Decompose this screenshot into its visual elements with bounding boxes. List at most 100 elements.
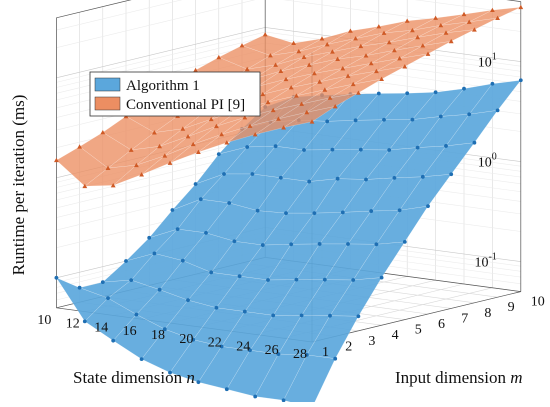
data-point-algorithm-1 <box>333 356 338 361</box>
data-point-algorithm-1 <box>219 344 224 349</box>
data-point-algorithm-1 <box>335 176 340 181</box>
data-point-algorithm-1 <box>242 309 247 314</box>
data-point-conventional-pi <box>353 36 358 41</box>
data-point-algorithm-1 <box>273 144 278 149</box>
data-point-algorithm-1 <box>369 209 374 213</box>
data-point-algorithm-1 <box>281 398 286 403</box>
data-point-algorithm-1 <box>340 210 345 215</box>
y-tick-label: 4 <box>392 328 399 343</box>
data-point-algorithm-1 <box>387 148 392 152</box>
data-point-algorithm-1 <box>198 197 203 202</box>
data-point-algorithm-1 <box>139 357 144 361</box>
y-tick-label: 3 <box>368 334 375 349</box>
data-point-algorithm-1 <box>232 239 237 244</box>
data-point-conventional-pi <box>433 15 438 20</box>
data-point-algorithm-1 <box>328 313 332 318</box>
data-point-algorithm-1 <box>467 112 472 117</box>
data-point-algorithm-1 <box>490 81 495 86</box>
x-axis-label-text: State dimension <box>73 368 186 387</box>
box-edge <box>56 0 132 19</box>
data-point-conventional-pi <box>216 54 222 60</box>
data-point-conventional-pi <box>100 129 106 135</box>
data-point-algorithm-1 <box>304 352 309 357</box>
data-point-algorithm-1 <box>152 251 157 256</box>
data-point-conventional-pi <box>374 68 379 74</box>
data-point-conventional-pi <box>381 30 387 35</box>
data-point-conventional-pi <box>301 54 307 59</box>
data-point-conventional-pi <box>368 60 374 66</box>
data-point-algorithm-1 <box>302 148 306 152</box>
data-point-algorithm-1 <box>134 312 139 317</box>
x-tick-label: 26 <box>265 343 279 358</box>
data-point-conventional-pi <box>438 22 444 28</box>
data-point-conventional-pi <box>443 30 449 35</box>
x-tick-label: 10 <box>37 313 51 328</box>
data-point-algorithm-1 <box>330 147 335 152</box>
data-point-algorithm-1 <box>222 172 226 176</box>
data-point-algorithm-1 <box>124 259 128 263</box>
y-tick-label: 1 <box>322 345 329 360</box>
y-tick-label: 5 <box>415 323 422 338</box>
data-point-algorithm-1 <box>382 117 386 122</box>
data-point-conventional-pi <box>270 107 276 113</box>
data-point-algorithm-1 <box>379 275 384 280</box>
data-point-conventional-pi <box>180 126 186 131</box>
data-point-conventional-pi <box>415 34 420 40</box>
data-point-algorithm-1 <box>209 270 214 275</box>
data-point-conventional-pi <box>54 157 59 163</box>
data-point-algorithm-1 <box>433 90 438 95</box>
z-tick-base: 10 <box>474 256 488 271</box>
data-point-algorithm-1 <box>518 78 523 83</box>
data-point-algorithm-1 <box>260 243 265 247</box>
tick-layer: 10 12 14 16 18 20 22 24 26 28 1 2 3 4 5 6 7 8 9 1010-110010… <box>37 52 544 362</box>
data-point-algorithm-1 <box>157 287 162 292</box>
data-point-algorithm-1 <box>237 274 242 279</box>
data-point-algorithm-1 <box>405 91 410 96</box>
z-grid-line <box>56 0 521 31</box>
legend-label-conventional-pi: Conventional PI [9] <box>126 97 245 113</box>
data-point-conventional-pi <box>332 104 338 109</box>
data-point-algorithm-1 <box>351 278 356 282</box>
data-point-conventional-pi <box>244 66 250 72</box>
data-point-algorithm-1 <box>193 182 198 186</box>
data-point-conventional-pi <box>193 67 198 73</box>
data-point-conventional-pi <box>312 70 317 76</box>
data-point-conventional-pi <box>224 140 230 145</box>
surface-layer <box>54 4 524 407</box>
data-point-algorithm-1 <box>294 277 299 282</box>
data-point-algorithm-1 <box>426 204 430 209</box>
legend-label-algorithm-1: Algorithm 1 <box>126 78 200 94</box>
data-point-conventional-pi <box>322 87 328 92</box>
y-tick-label: 7 <box>461 311 468 326</box>
data-point-conventional-pi <box>345 73 351 78</box>
data-point-conventional-pi <box>404 18 410 23</box>
x-tick-label: 20 <box>179 332 193 347</box>
data-point-algorithm-1 <box>82 319 87 324</box>
data-point-conventional-pi <box>262 32 268 37</box>
x-tick-label: 24 <box>236 339 250 354</box>
data-point-algorithm-1 <box>129 278 134 282</box>
x-axis-label: State dimension n <box>73 368 195 387</box>
data-point-algorithm-1 <box>420 174 425 179</box>
data-point-conventional-pi <box>299 101 304 106</box>
data-point-algorithm-1 <box>54 275 59 280</box>
data-point-conventional-pi <box>190 141 196 147</box>
data-point-conventional-pi <box>208 116 214 122</box>
data-point-conventional-pi <box>461 11 467 17</box>
data-point-conventional-pi <box>490 7 495 13</box>
data-point-conventional-pi <box>466 19 472 24</box>
y-tick-label: 6 <box>438 317 445 332</box>
data-point-algorithm-1 <box>278 175 283 180</box>
data-point-conventional-pi <box>386 39 392 45</box>
data-point-algorithm-1 <box>358 147 363 152</box>
data-point-conventional-pi <box>185 134 191 139</box>
data-point-conventional-pi <box>242 115 248 120</box>
data-point-conventional-pi <box>319 36 325 41</box>
data-point-conventional-pi <box>324 42 330 47</box>
data-point-algorithm-1 <box>253 394 258 399</box>
data-point-conventional-pi <box>317 79 322 84</box>
data-point-conventional-pi <box>288 85 294 90</box>
z-tick-base: 10 <box>478 56 492 71</box>
data-point-conventional-pi <box>260 91 266 97</box>
data-point-algorithm-1 <box>266 278 270 282</box>
